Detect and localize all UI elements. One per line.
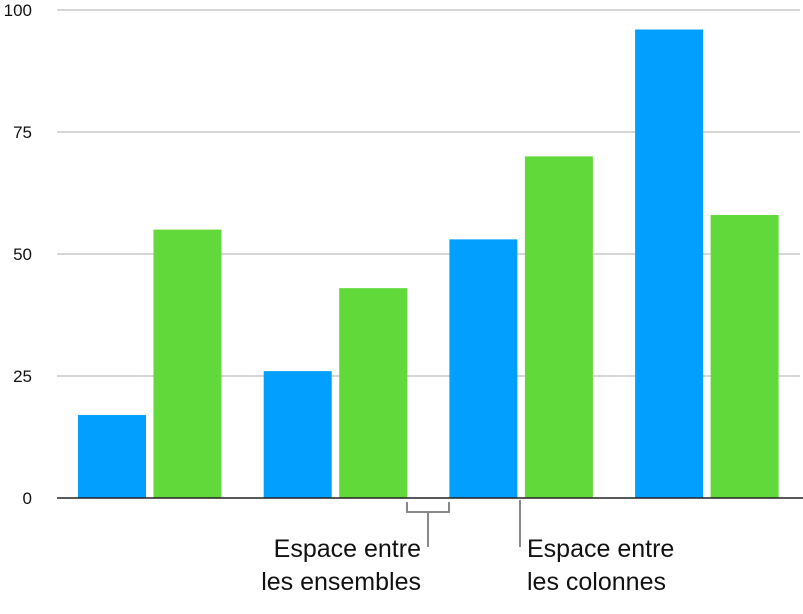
bar-series1-group3 <box>449 239 518 499</box>
group-gap-label-line2: les ensembles <box>261 568 421 596</box>
group-gap-bracket <box>406 502 450 547</box>
y-tick-label: 25 <box>13 367 32 386</box>
y-tick-label: 0 <box>23 489 32 508</box>
y-tick-label: 100 <box>4 1 32 20</box>
bar-series1-group4 <box>635 29 704 499</box>
bar-series1-group2 <box>263 371 332 498</box>
y-tick-label: 75 <box>13 123 32 142</box>
bar-series2-group4 <box>710 214 779 498</box>
annotation-group-gap: Espace entre les ensembles <box>261 502 450 596</box>
bar-series2-group2 <box>339 288 408 498</box>
column-gap-label-line2: les colonnes <box>527 568 666 596</box>
column-gap-label-line1: Espace entre <box>527 535 674 563</box>
bars <box>78 29 779 499</box>
y-tick-label: 50 <box>13 245 32 264</box>
y-tick-labels: 0 25 50 75 100 <box>4 1 32 508</box>
bar-series2-group3 <box>524 156 593 498</box>
annotation-column-gap: Espace entre les colonnes <box>519 500 674 596</box>
bar-series2-group1 <box>153 229 222 498</box>
bar-series1-group1 <box>78 415 146 498</box>
group-gap-label-line1: Espace entre <box>274 535 421 563</box>
